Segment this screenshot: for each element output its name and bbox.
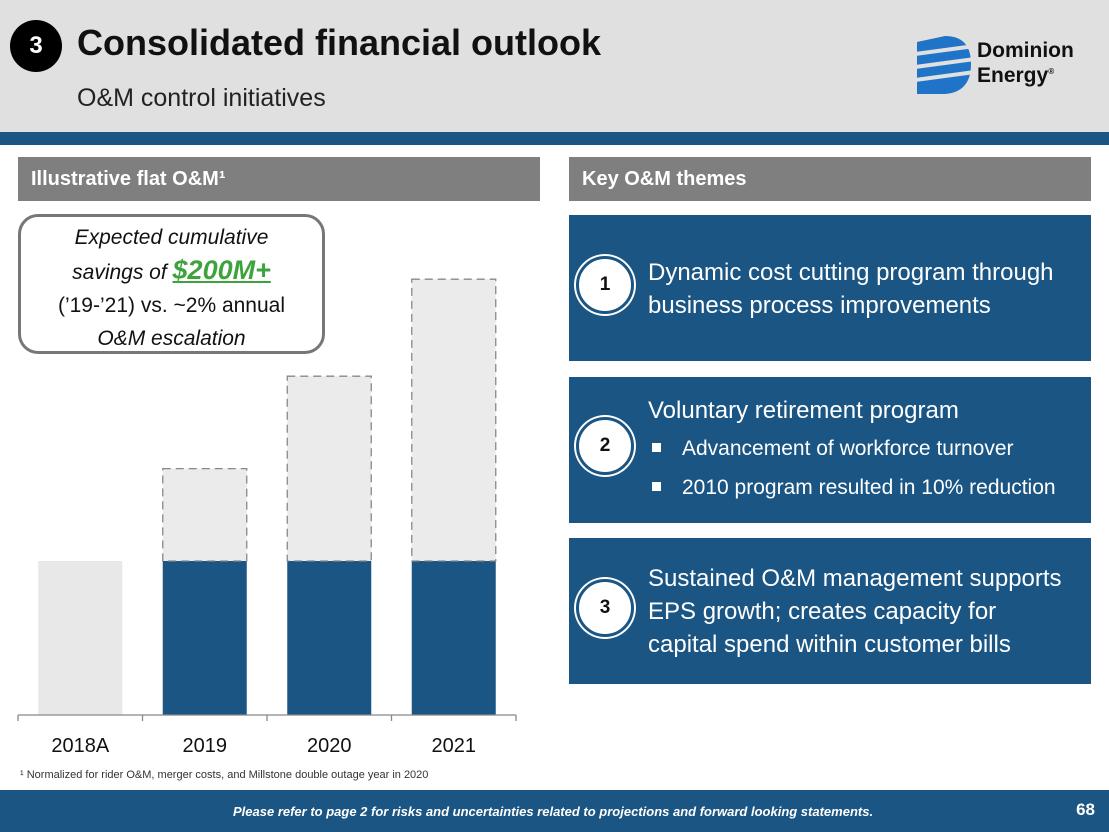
- theme-line: EPS growth; creates capacity for: [648, 598, 997, 625]
- x-tick-label: 2018A: [51, 735, 109, 757]
- header-stripe: [0, 132, 1109, 145]
- theme-bullet: 2010 program resulted in 10% reduction: [648, 468, 1056, 507]
- bar-flat-om: [38, 561, 123, 715]
- footer: Please refer to page 2 for risks and unc…: [0, 790, 1109, 832]
- theme-line: business process improvements: [648, 292, 991, 319]
- bar-escalation: [411, 278, 497, 562]
- theme-line: Dynamic cost cutting program through: [648, 259, 1054, 286]
- theme-line: Sustained O&M management supports: [648, 565, 1062, 592]
- theme-bullet: Advancement of workforce turnover: [648, 429, 1056, 468]
- callout-line3: (’19-’21) vs. ~2% annual: [57, 294, 286, 317]
- bar-flat-om: [411, 561, 496, 715]
- savings-amount: $200M+: [172, 255, 271, 285]
- footnote: ¹ Normalized for rider O&M, merger costs…: [20, 769, 429, 781]
- theme-number-2: 2: [576, 417, 634, 475]
- logo-text-line2: Energy: [977, 64, 1049, 87]
- om-bar-chart: 2018A 2019 2020 2021: [17, 278, 517, 757]
- x-tick-label: 2020: [307, 735, 352, 757]
- bar-flat-om: [162, 561, 247, 715]
- callout-line4: O&M escalation: [97, 327, 246, 350]
- bar-flat-om: [287, 561, 372, 715]
- registered-mark: ®: [1048, 67, 1055, 76]
- page-number: 68: [1076, 800, 1095, 819]
- theme-number-3: 3: [576, 579, 634, 637]
- theme-title: Voluntary retirement program: [648, 397, 959, 424]
- page-title: Consolidated financial outlook: [77, 22, 602, 63]
- theme-number-1: 1: [576, 256, 634, 314]
- bar-escalation: [162, 467, 248, 562]
- theme-card-2: 2 Voluntary retirement program Advanceme…: [569, 377, 1091, 523]
- x-tick-label: 2019: [183, 735, 228, 757]
- disclaimer: Please refer to page 2 for risks and unc…: [233, 804, 874, 819]
- theme-card-1: 1 Dynamic cost cutting program through bu…: [569, 215, 1091, 361]
- logo-text-line1: Dominion: [977, 39, 1074, 62]
- x-tick-label: 2021: [432, 735, 477, 757]
- bar-escalation: [286, 375, 372, 562]
- callout-line2: savings of: [72, 261, 173, 284]
- section-number-badge: 3: [10, 20, 62, 72]
- logo-mark-icon: [914, 36, 976, 94]
- dominion-energy-logo: Dominion Energy®: [914, 34, 1085, 96]
- right-section-heading: Key O&M themes: [569, 157, 1091, 201]
- theme-card-3: 3 Sustained O&M management supports EPS g…: [569, 538, 1091, 684]
- page-subtitle: O&M control initiatives: [77, 84, 326, 112]
- theme-line: capital spend within customer bills: [648, 631, 1011, 658]
- left-section-heading: Illustrative flat O&M¹: [18, 157, 540, 201]
- savings-callout: Expected cumulative savings of $200M+ (’…: [18, 214, 325, 354]
- callout-line1: Expected cumulative: [74, 226, 269, 249]
